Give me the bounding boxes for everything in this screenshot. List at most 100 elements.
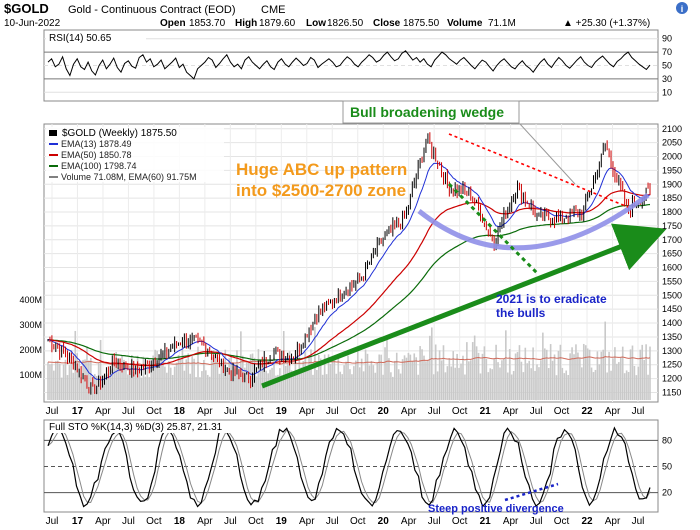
- volume-bar: [384, 347, 386, 400]
- volume-bar: [631, 345, 634, 400]
- eradicate-annotation-line1: 2021 is to eradicate: [496, 292, 607, 306]
- volume-bar: [316, 369, 318, 400]
- volume-bar: [333, 356, 336, 400]
- volume-bar: [545, 349, 548, 400]
- volume-bar: [304, 351, 306, 400]
- x-axis-tick: Apr: [605, 406, 621, 417]
- x-axis-tick: Apr: [197, 516, 213, 527]
- volume-bar: [360, 358, 363, 400]
- volume-bar: [226, 371, 229, 400]
- volume-bar: [374, 372, 377, 400]
- x-axis-tick: Apr: [401, 516, 417, 527]
- volume-bar: [189, 373, 192, 400]
- volume-bar: [582, 343, 585, 400]
- change-value: ▲ +25.30 (+1.37%): [563, 18, 650, 29]
- volume-bar: [205, 370, 207, 400]
- volume-bar: [469, 360, 472, 400]
- volume-bar: [90, 357, 92, 400]
- volume-bar: [228, 358, 230, 400]
- x-axis-tick: 21: [480, 406, 492, 417]
- volume-bar: [56, 360, 59, 400]
- volume-bar: [386, 336, 388, 400]
- volume-bar: [123, 359, 125, 400]
- x-axis-tick: 21: [480, 516, 492, 527]
- volume-bar: [495, 344, 497, 400]
- volume-bar: [522, 372, 525, 400]
- volume-bar: [166, 372, 168, 400]
- volume-bar: [635, 375, 638, 400]
- x-axis-tick: 18: [174, 406, 186, 417]
- ohlc-low-label: Low: [306, 18, 326, 29]
- price-axis-tick: 1400: [662, 318, 682, 328]
- volume-bar: [201, 371, 203, 400]
- volume-bar: [175, 362, 178, 400]
- volume-bar: [152, 355, 155, 400]
- volume-axis-tick: 400M: [19, 295, 42, 305]
- volume-bar: [164, 366, 166, 400]
- volume-bar: [598, 364, 601, 400]
- volume-bar: [473, 335, 476, 400]
- instrument-name: Gold - Continuous Contract (EOD): [68, 4, 236, 16]
- volume-bar: [177, 355, 180, 400]
- volume-bar: [325, 374, 328, 400]
- volume-bar: [429, 335, 431, 400]
- wedge-callout-box: [342, 100, 520, 124]
- volume-bar: [491, 369, 493, 400]
- volume-bar: [364, 349, 367, 400]
- volume-bar: [162, 352, 164, 400]
- volume-bar: [154, 349, 156, 400]
- volume-bar: [267, 373, 269, 400]
- wedge-lower-line: [447, 182, 541, 277]
- x-axis-tick: 17: [72, 406, 84, 417]
- volume-bar: [487, 372, 490, 400]
- volume-bar: [581, 367, 583, 400]
- volume-bar: [606, 372, 608, 400]
- volume-bar: [569, 353, 571, 400]
- x-axis-tick: Apr: [401, 406, 417, 417]
- volume-bar: [610, 370, 612, 400]
- volume-bar: [590, 367, 593, 400]
- volume-bar: [280, 375, 283, 400]
- volume-bar: [460, 363, 462, 400]
- volume-bar: [238, 368, 240, 400]
- volume-bar: [489, 368, 492, 400]
- volume-bar: [456, 353, 458, 400]
- volume-bar: [600, 351, 603, 400]
- volume-bar: [191, 356, 193, 400]
- volume-bar: [210, 357, 213, 400]
- volume-bar: [432, 374, 435, 400]
- volume-bar: [594, 369, 597, 400]
- info-icon[interactable]: i: [676, 2, 688, 14]
- volume-bar: [282, 330, 285, 400]
- volume-bar: [649, 346, 651, 400]
- volume-bar: [353, 366, 355, 400]
- volume-bar: [458, 367, 460, 400]
- volume-bar: [440, 360, 443, 400]
- volume-bar: [277, 374, 279, 400]
- volume-bar: [195, 377, 197, 400]
- volume-bar: [464, 374, 466, 400]
- volume-bar: [148, 377, 151, 400]
- volume-bar: [312, 374, 314, 400]
- x-axis-tick: Jul: [632, 406, 645, 417]
- volume-bar: [236, 350, 238, 400]
- sto-axis-tick: 20: [662, 488, 672, 498]
- volume-bar: [419, 346, 421, 400]
- volume-bar: [115, 351, 117, 400]
- volume-bar: [466, 342, 468, 400]
- ohlc-close: 1875.50: [403, 18, 440, 29]
- volume-bar: [341, 374, 343, 400]
- volume-bar: [318, 354, 320, 400]
- volume-bar: [298, 357, 301, 400]
- price-axis-tick: 2100: [662, 124, 682, 134]
- volume-bar: [214, 352, 217, 400]
- x-axis-tick: Apr: [503, 406, 519, 417]
- volume-bar: [446, 366, 449, 400]
- volume-bar: [434, 344, 437, 400]
- ohlc-open-label: Open: [160, 18, 186, 29]
- volume-bar: [497, 362, 499, 400]
- x-axis-tick: Apr: [95, 406, 111, 417]
- volume-value: 71.1M: [488, 18, 516, 29]
- volume-bar: [505, 330, 507, 400]
- volume-bar: [633, 365, 636, 400]
